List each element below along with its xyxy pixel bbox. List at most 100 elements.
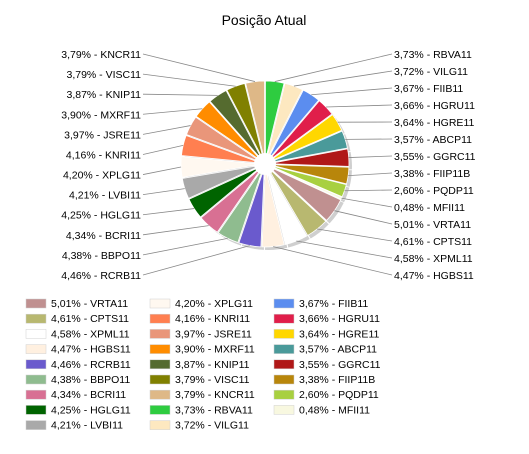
- slice-label-rcrb11: 4,46% - RCRB11: [61, 270, 141, 282]
- legend-entry-bbpo11: 4,38% - BBPO11: [51, 374, 130, 386]
- legend-swatch-hglg11: [25, 405, 47, 415]
- leader-line-mxrf11: [142, 108, 203, 115]
- leader-line-hgru11: [326, 104, 393, 108]
- slice-label-hgru11: 3,66% - HGRU11: [394, 100, 475, 112]
- legend-entry-cpts11: 4,61% - CPTS11: [51, 313, 129, 325]
- slice-label-bcri11: 4,34% - BCRI11: [66, 230, 141, 242]
- slice-hglg11: [188, 165, 262, 218]
- legend-entry-hglg11: 4,25% - HGLG11: [51, 404, 131, 416]
- legend-entry-hgre11: 3,64% - HGRE11: [299, 328, 379, 340]
- leader-line-hglg11: [142, 208, 195, 216]
- leader-line-kncr11: [142, 53, 256, 82]
- legend-swatch-visc11: [149, 374, 171, 385]
- legend-swatch-knip11: [149, 359, 171, 370]
- leader-line-jsre11: [142, 125, 191, 135]
- slice-label-ggrc11: 3,55% - GGRC11: [394, 151, 476, 163]
- slice-label-pqdp11: 2,60% - PQDP11: [394, 185, 474, 197]
- slice-label-cpts11: 4,61% - CPTS11: [394, 236, 472, 248]
- slice-label-abcp11: 3,57% - ABCP11: [394, 134, 472, 146]
- slice-abcp11: [268, 130, 348, 164]
- slice-labels: 3,73% - RBVA11 3,72% - VILG11 3,67% - FIIB…: [61, 49, 475, 282]
- leader-line-bcri11: [142, 225, 209, 236]
- legend-entry-vrta11: 5,01% - VRTA11: [51, 298, 128, 310]
- slice-label-lvbi11: 4,21% - LVBI11: [69, 190, 141, 202]
- legend-entry-pqdp11: 2,60% - PQDP11: [299, 389, 379, 401]
- legend-entry-vilg11: 3,72% - VILG11: [175, 420, 249, 432]
- legend-swatch-abcp11: [273, 344, 295, 354]
- leader-line-bbpo11: [142, 237, 228, 256]
- leader-line-cpts11: [317, 228, 393, 242]
- legend-swatch-jsre11: [149, 329, 171, 339]
- leader-line-xplg11: [142, 166, 182, 175]
- slice-hgru11: [267, 100, 333, 162]
- legend-entry-mxrf11: 3,90% - MXRF11: [175, 344, 255, 356]
- legend-swatch-kncr11: [149, 389, 171, 400]
- slice-label-vrta11: 5,01% - VRTA11: [394, 219, 471, 231]
- legend-entry-hgbs11: 4,47% - HGBS11: [51, 344, 131, 356]
- legend-entry-kncr11: 3,79% - KNCR11: [175, 389, 255, 401]
- legend-swatch-xplg11: [149, 298, 171, 309]
- legend-entry-knip11: 3,87% - KNIP11: [175, 359, 250, 371]
- leader-line-fiip11b: [348, 172, 393, 177]
- legend-swatch-bcri11: [25, 389, 47, 400]
- slice-label-bbpo11: 4,38% - BBPO11: [62, 250, 141, 262]
- legend-entry-fiip11b: 3,38% - FIIP11B: [299, 374, 375, 386]
- slice-label-knip11: 3,87% - KNIP11: [66, 89, 141, 101]
- legend-entry-abcp11: 3,57% - ABCP11: [299, 344, 377, 356]
- legend-swatch-cpts11: [25, 313, 47, 324]
- slice-jsre11: [185, 116, 262, 163]
- legend-entry-xpml11: 4,58% - XPML11: [51, 328, 130, 340]
- slice-label-rbva11: 3,73% - RBVA11: [394, 49, 472, 61]
- slice-label-xplg11: 4,20% - XPLG11: [63, 170, 141, 182]
- legend-swatch-lvbi11: [25, 420, 47, 430]
- legend-swatch-fiip11b: [273, 374, 295, 385]
- legend-entry-fiib11: 3,67% - FIIB11: [299, 298, 368, 310]
- slice-label-visc11: 3,79% - VISC11: [66, 69, 141, 81]
- leader-line-rbva11: [274, 53, 393, 82]
- slice-label-fiib11: 3,67% - FIIB11: [394, 83, 463, 95]
- slice-label-xpml11: 4,58% - XPML11: [394, 253, 473, 265]
- legend-swatch-pqdp11: [273, 389, 295, 400]
- slice-label-jsre11: 3,97% - JSRE11: [64, 129, 141, 141]
- legend-entry-mfii11: 0,48% - MFII11: [299, 404, 370, 416]
- leader-line-pqdp11: [344, 189, 393, 192]
- slice-hgbs11: [261, 167, 285, 248]
- legend-swatch-rcrb11: [25, 359, 47, 370]
- slice-vrta11: [268, 165, 342, 221]
- slice-rcrb11: [238, 167, 265, 248]
- slice-label-fiip11b: 3,38% - FIIP11B: [394, 168, 470, 180]
- legend-swatch-hgru11: [273, 313, 295, 324]
- slice-label-kncr11: 3,79% - KNCR11: [61, 49, 141, 61]
- legend-entry-knri11: 4,16% - KNRI11: [175, 313, 250, 325]
- leader-line-lvbi11: [142, 188, 185, 196]
- slice-lvbi11: [181, 164, 262, 199]
- leader-line-vilg11: [293, 70, 393, 87]
- slice-label-vilg11: 3,72% - VILG11: [394, 66, 468, 78]
- legend-entry-visc11: 3,79% - VISC11: [175, 374, 250, 386]
- slice-kncr11: [245, 80, 265, 161]
- leader-lines: [142, 53, 393, 276]
- legend-swatch-mfii11: [273, 405, 295, 415]
- legend-entry-ggrc11: 3,55% - GGRC11: [299, 359, 381, 371]
- slice-knip11: [209, 89, 264, 161]
- legend-swatch-ggrc11: [273, 359, 295, 370]
- slice-label-knri11: 4,16% - KNRI11: [66, 149, 141, 161]
- legend-entry-bcri11: 4,34% - BCRI11: [51, 389, 126, 401]
- leader-line-visc11: [142, 73, 236, 87]
- legend-swatch-mxrf11: [149, 344, 171, 354]
- chart-title: Posição Atual: [222, 12, 307, 28]
- leader-line-hgbs11: [273, 246, 393, 276]
- legend-swatch-vilg11: [149, 420, 171, 430]
- legend-entry-xplg11: 4,20% - XPLG11: [175, 298, 253, 310]
- slice-label-hgbs11: 4,47% - HGBS11: [394, 270, 474, 282]
- slice-rbva11: [265, 80, 285, 161]
- slice-label-mfii11: 0,48% - MFII11: [394, 202, 465, 214]
- leader-line-xpml11: [296, 240, 393, 259]
- leader-line-vrta11: [334, 210, 393, 225]
- legend-swatch-bbpo11: [25, 374, 47, 385]
- leader-line-knri11: [142, 145, 184, 155]
- slice-label-hgre11: 3,64% - HGRE11: [394, 117, 474, 129]
- slice-label-hglg11: 4,25% - HGLG11: [61, 210, 141, 222]
- legend: 5,01% - VRTA11 4,61% - CPTS11 4,58% - XPML…: [25, 298, 381, 432]
